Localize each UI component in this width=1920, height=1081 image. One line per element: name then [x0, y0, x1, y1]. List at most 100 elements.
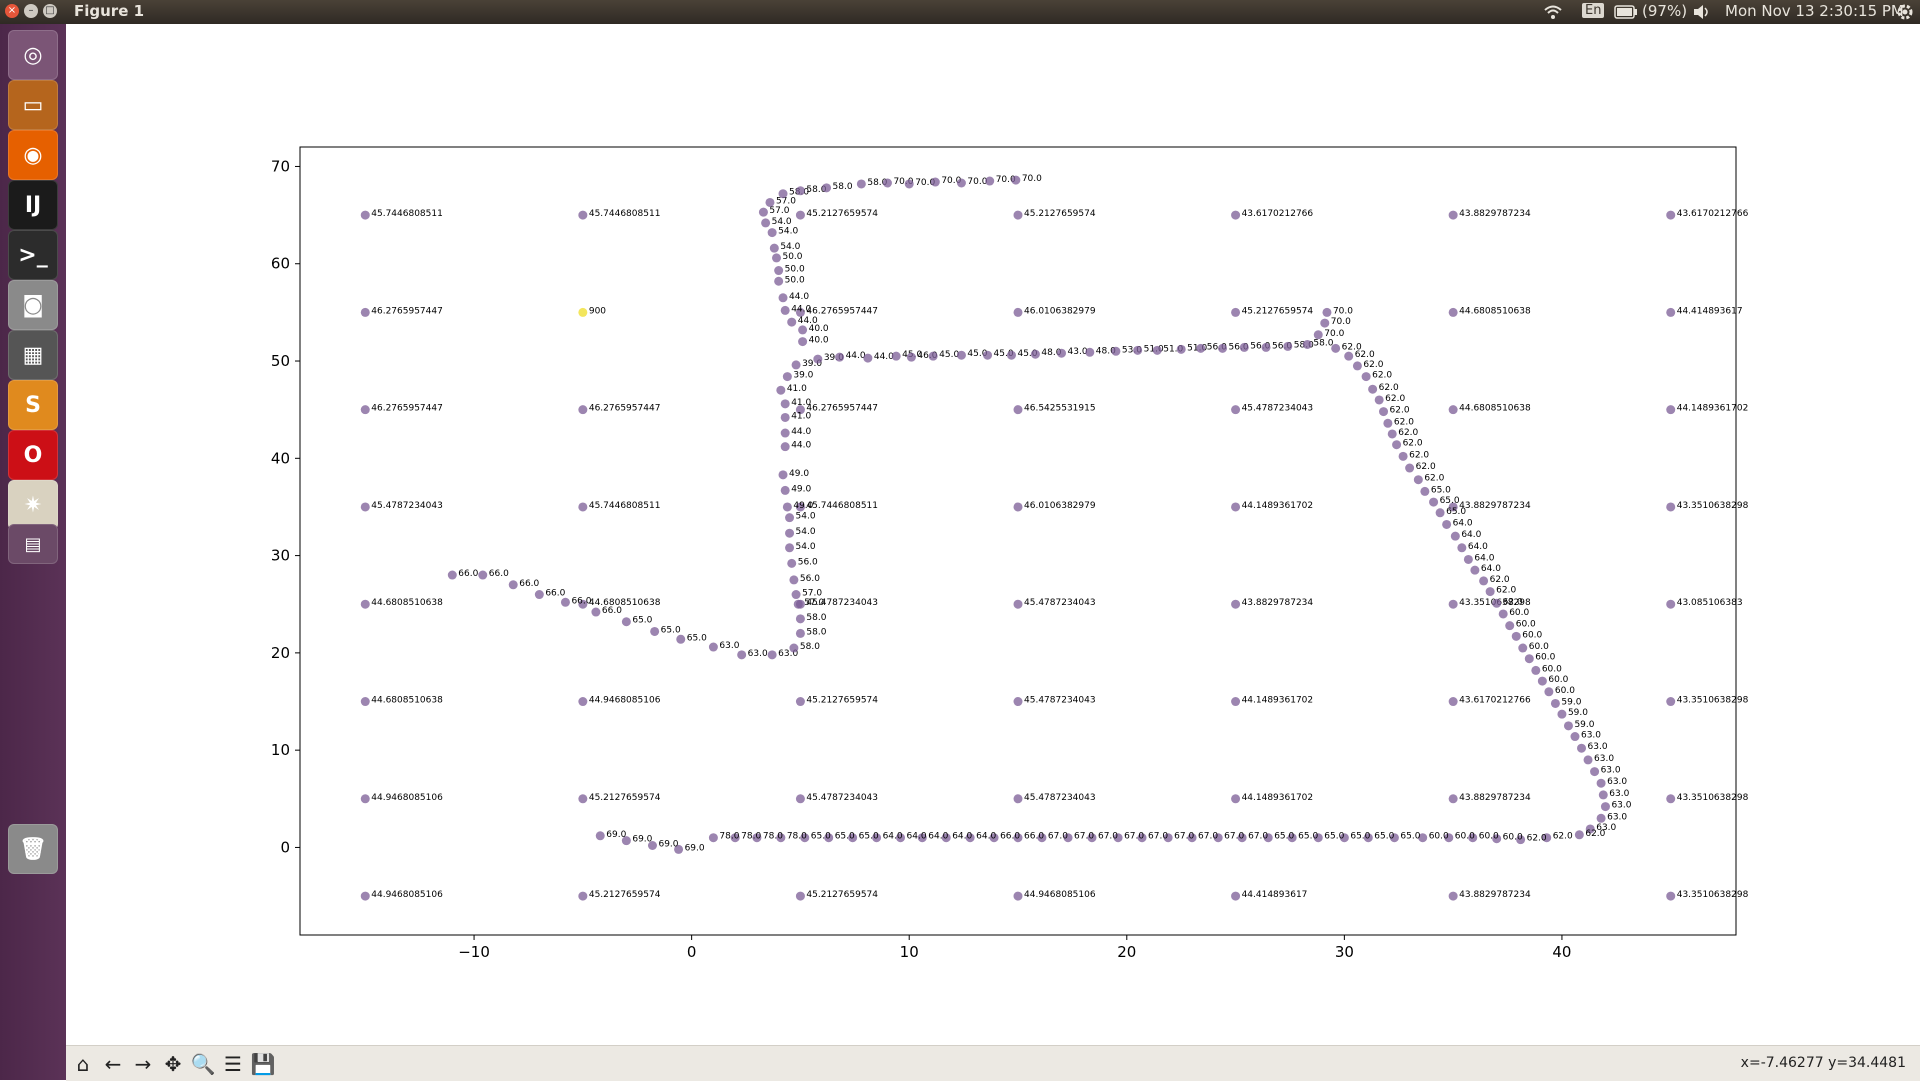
data-point[interactable] [1596, 778, 1606, 788]
data-point[interactable] [1516, 835, 1526, 845]
data-point[interactable] [591, 607, 601, 617]
data-point[interactable] [1666, 891, 1676, 901]
data-point[interactable] [676, 634, 686, 644]
data-point[interactable] [787, 317, 797, 327]
data-point[interactable] [983, 350, 993, 360]
data-point[interactable] [1666, 502, 1676, 512]
data-point[interactable] [1405, 463, 1415, 473]
minimize-icon[interactable]: – [24, 4, 38, 18]
save-button[interactable]: 💾 [250, 1052, 276, 1076]
data-point[interactable] [1237, 833, 1247, 843]
data-point[interactable] [758, 207, 768, 217]
data-point[interactable] [1331, 343, 1341, 353]
data-point[interactable] [795, 307, 805, 317]
data-point[interactable] [882, 178, 892, 188]
data-point[interactable] [780, 305, 790, 315]
data-point[interactable] [1550, 698, 1560, 708]
data-point[interactable] [941, 833, 951, 843]
data-point[interactable] [674, 844, 684, 854]
data-point[interactable] [1666, 599, 1676, 609]
data-point[interactable] [730, 833, 740, 843]
data-point[interactable] [1013, 405, 1023, 415]
launcher-intellij-icon[interactable]: IJ [8, 180, 58, 230]
data-point[interactable] [1196, 343, 1206, 353]
data-point[interactable] [1420, 486, 1430, 496]
data-point[interactable] [761, 218, 771, 228]
launcher-trash-icon[interactable]: 🗑 [8, 824, 58, 874]
data-point[interactable] [774, 266, 784, 276]
data-point[interactable] [798, 325, 808, 335]
data-point[interactable] [1361, 372, 1371, 382]
data-point[interactable] [478, 570, 488, 580]
data-point[interactable] [1448, 794, 1458, 804]
data-point[interactable] [1600, 802, 1610, 812]
data-point[interactable] [928, 351, 938, 361]
data-point[interactable] [1498, 609, 1508, 619]
data-point[interactable] [1448, 697, 1458, 707]
data-point[interactable] [534, 590, 544, 600]
data-point[interactable] [795, 614, 805, 624]
language-indicator[interactable]: En [1582, 3, 1605, 18]
data-point[interactable] [856, 179, 866, 189]
battery-icon[interactable] [1614, 5, 1638, 19]
data-point[interactable] [360, 307, 370, 317]
data-point[interactable] [1448, 210, 1458, 220]
data-point[interactable] [1429, 497, 1439, 507]
data-point[interactable] [360, 794, 370, 804]
data-point[interactable] [1013, 502, 1023, 512]
data-point[interactable] [1163, 833, 1173, 843]
data-point[interactable] [1287, 833, 1297, 843]
data-point[interactable] [1666, 307, 1676, 317]
launcher-workspaces-icon[interactable]: ▤ [8, 524, 58, 564]
data-point[interactable] [1261, 342, 1271, 352]
data-point[interactable] [360, 891, 370, 901]
data-point[interactable] [1231, 891, 1241, 901]
data-point[interactable] [798, 337, 808, 347]
data-point[interactable] [1006, 350, 1016, 360]
data-point[interactable] [360, 599, 370, 609]
data-point[interactable] [360, 697, 370, 707]
data-point[interactable] [956, 350, 966, 360]
launcher-calculator-icon[interactable]: ▦ [8, 330, 58, 380]
data-point[interactable] [824, 833, 834, 843]
data-point[interactable] [795, 891, 805, 901]
data-point[interactable] [1013, 794, 1023, 804]
zoom-button[interactable]: 🔍 [190, 1052, 216, 1076]
data-point[interactable] [578, 891, 588, 901]
data-point[interactable] [765, 197, 775, 207]
data-point[interactable] [778, 293, 788, 303]
data-point[interactable] [1320, 318, 1330, 328]
data-point[interactable] [1570, 732, 1580, 742]
data-point[interactable] [795, 405, 805, 415]
data-point[interactable] [621, 836, 631, 846]
data-point[interactable] [1492, 598, 1502, 608]
data-point[interactable] [965, 833, 975, 843]
data-point[interactable] [360, 405, 370, 415]
data-point[interactable] [787, 558, 797, 568]
data-point[interactable] [785, 513, 795, 523]
data-point[interactable] [795, 628, 805, 638]
data-point[interactable] [737, 650, 747, 660]
data-point[interactable] [1231, 210, 1241, 220]
launcher-sublime-icon[interactable]: S [8, 380, 58, 430]
data-point[interactable] [791, 360, 801, 370]
clock[interactable]: Mon Nov 13 2:30:15 PM [1725, 2, 1904, 20]
wifi-icon[interactable] [1543, 4, 1563, 20]
data-point[interactable] [1176, 344, 1186, 354]
data-point[interactable] [1666, 697, 1676, 707]
data-point[interactable] [1379, 407, 1389, 417]
data-point[interactable] [1463, 554, 1473, 564]
data-point[interactable] [767, 650, 777, 660]
data-point[interactable] [1087, 833, 1097, 843]
data-point[interactable] [1574, 830, 1584, 840]
data-point[interactable] [1457, 543, 1467, 553]
scatter-plot[interactable]: −10 0 10 20 30 40 0 10 20 30 40 50 60 70 45.7446808511… [66, 24, 1920, 1045]
data-point[interactable] [360, 502, 370, 512]
data-point[interactable] [1524, 654, 1534, 664]
data-point[interactable] [795, 794, 805, 804]
data-point[interactable] [595, 831, 605, 841]
data-point[interactable] [447, 570, 457, 580]
data-point[interactable] [780, 485, 790, 495]
data-point[interactable] [708, 833, 718, 843]
data-point[interactable] [989, 833, 999, 843]
